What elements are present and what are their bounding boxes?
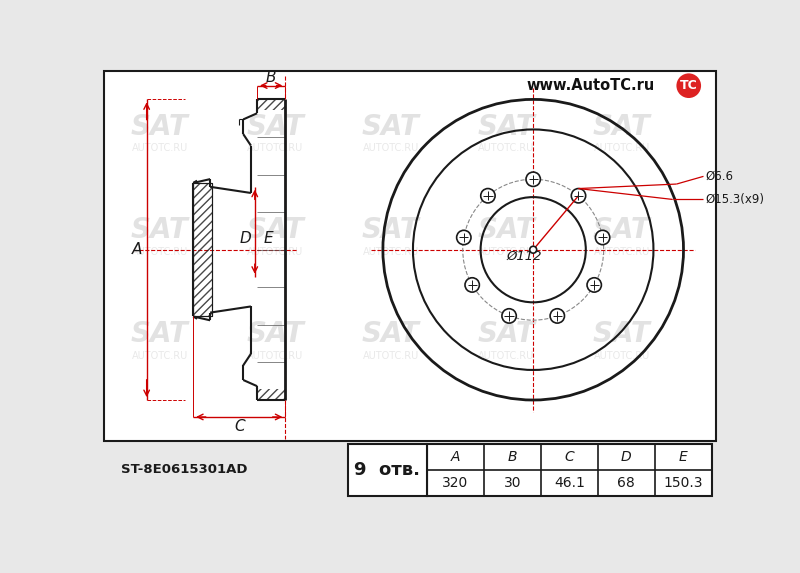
Text: AUTOTC.RU: AUTOTC.RU	[478, 143, 534, 153]
Text: 46.1: 46.1	[554, 476, 585, 490]
Circle shape	[571, 189, 586, 203]
Circle shape	[457, 230, 471, 245]
Text: AUTOTC.RU: AUTOTC.RU	[594, 247, 650, 257]
Text: D: D	[621, 450, 632, 464]
Text: SAT: SAT	[478, 112, 535, 140]
Text: 30: 30	[504, 476, 521, 490]
Text: Ø6.6: Ø6.6	[705, 170, 733, 183]
Text: C: C	[565, 450, 574, 464]
Text: 150.3: 150.3	[664, 476, 703, 490]
Circle shape	[502, 309, 516, 323]
Text: SAT: SAT	[131, 217, 189, 245]
Text: SAT: SAT	[246, 217, 304, 245]
Text: E: E	[264, 231, 274, 246]
Circle shape	[465, 278, 479, 292]
Text: SAT: SAT	[593, 217, 650, 245]
Text: SAT: SAT	[478, 217, 535, 245]
Text: C: C	[234, 419, 245, 434]
Text: AUTOTC.RU: AUTOTC.RU	[132, 143, 188, 153]
Circle shape	[530, 246, 537, 253]
Text: SAT: SAT	[593, 320, 650, 348]
Text: AUTOTC.RU: AUTOTC.RU	[247, 143, 303, 153]
Text: SAT: SAT	[362, 320, 420, 348]
Text: SAT: SAT	[478, 320, 535, 348]
Text: AUTOTC.RU: AUTOTC.RU	[132, 247, 188, 257]
Text: ST-8E0615301AD: ST-8E0615301AD	[122, 464, 248, 476]
Text: AUTOTC.RU: AUTOTC.RU	[247, 351, 303, 361]
Text: SAT: SAT	[246, 112, 304, 140]
Text: A: A	[132, 242, 142, 257]
Text: AUTOTC.RU: AUTOTC.RU	[247, 247, 303, 257]
Text: AUTOTC.RU: AUTOTC.RU	[362, 351, 419, 361]
Text: AUTOTC.RU: AUTOTC.RU	[478, 247, 534, 257]
Bar	[193, 183, 213, 316]
Text: B: B	[266, 70, 277, 85]
Text: E: E	[679, 450, 688, 464]
Text: AUTOTC.RU: AUTOTC.RU	[594, 351, 650, 361]
Bar	[257, 389, 286, 400]
Circle shape	[550, 309, 565, 323]
Text: AUTOTC.RU: AUTOTC.RU	[362, 247, 419, 257]
Text: SAT: SAT	[362, 112, 420, 140]
Text: D: D	[240, 231, 251, 246]
Text: AUTOTC.RU: AUTOTC.RU	[362, 143, 419, 153]
Bar	[257, 99, 286, 110]
Text: A: A	[450, 450, 460, 464]
Bar	[104, 71, 716, 441]
Text: SAT: SAT	[593, 112, 650, 140]
Text: 68: 68	[618, 476, 635, 490]
Bar	[427, 444, 712, 496]
Text: AUTOTC.RU: AUTOTC.RU	[478, 351, 534, 361]
Text: AUTOTC.RU: AUTOTC.RU	[594, 143, 650, 153]
Text: Ø15.3(x9): Ø15.3(x9)	[705, 193, 764, 206]
Bar	[349, 444, 427, 496]
Circle shape	[677, 73, 701, 98]
Circle shape	[587, 278, 602, 292]
Text: 320: 320	[442, 476, 469, 490]
Circle shape	[481, 189, 495, 203]
Text: SAT: SAT	[131, 320, 189, 348]
Circle shape	[526, 172, 540, 186]
Text: 9  отв.: 9 отв.	[354, 461, 420, 479]
Text: Ø112: Ø112	[506, 249, 542, 262]
Text: B: B	[508, 450, 517, 464]
Text: SAT: SAT	[246, 320, 304, 348]
Text: AUTOTC.RU: AUTOTC.RU	[132, 351, 188, 361]
Text: www.AutoTC.ru: www.AutoTC.ru	[526, 78, 655, 93]
Bar	[193, 183, 213, 316]
Text: SAT: SAT	[131, 112, 189, 140]
Text: TC: TC	[680, 79, 698, 92]
Text: SAT: SAT	[362, 217, 420, 245]
Circle shape	[595, 230, 610, 245]
